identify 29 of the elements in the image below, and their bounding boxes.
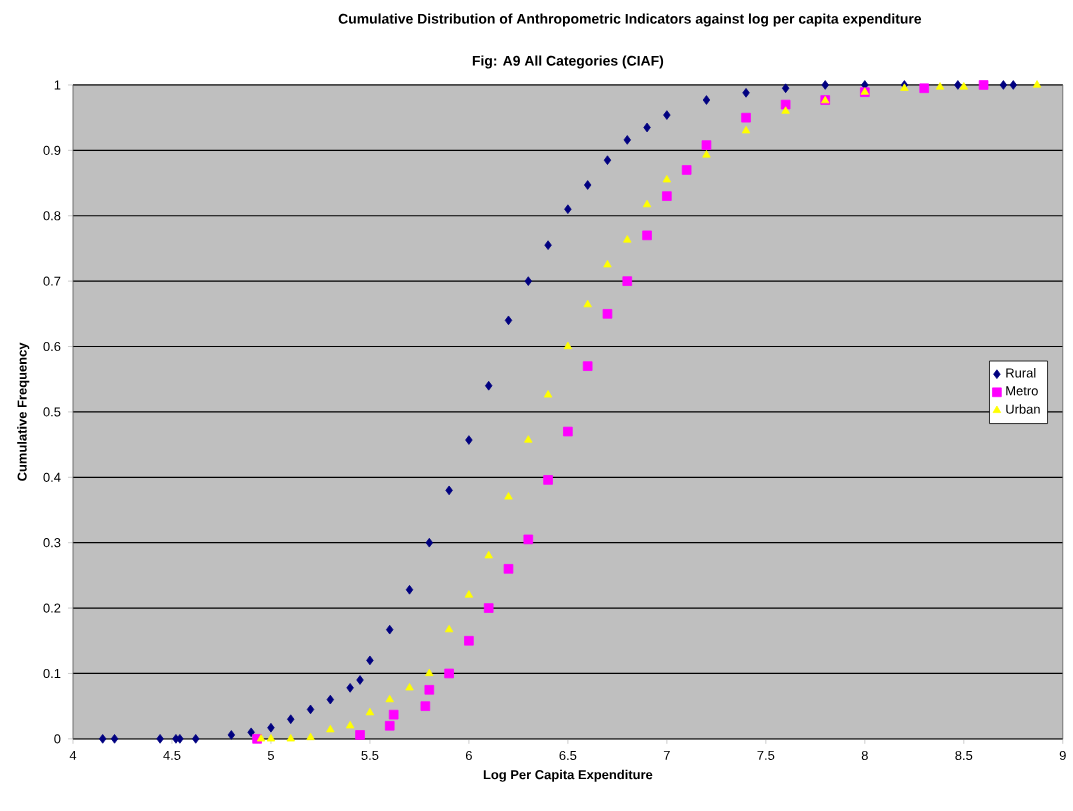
y-tick-label: 0.1: [43, 668, 61, 679]
y-tick-label: 0.2: [43, 603, 61, 613]
y-tick-label: 0.7: [43, 276, 61, 286]
legend-label: Metro: [1006, 386, 1038, 396]
x-tick-label: 4: [69, 750, 77, 760]
x-tick-label: 8.5: [955, 750, 973, 761]
x-tick-label: 9: [1059, 750, 1066, 761]
y-tick-label: 0: [54, 734, 61, 744]
y-tick-label: 0.8: [43, 211, 61, 221]
x-tick-label: 8: [861, 750, 868, 761]
legend-label: Urban: [1006, 404, 1040, 414]
chart-subtitle: Fig: A9 All Categories (CIAF): [472, 55, 664, 69]
y-axis-title: Cumulative Frequency: [17, 342, 30, 481]
chart-title: Cumulative Distribution of Anthropometric Indicators against log per capita expenditure: [338, 13, 922, 27]
x-tick-label: 5: [267, 750, 274, 760]
x-tick-label: 6.5: [559, 750, 577, 761]
y-tick-label: 0.3: [43, 538, 61, 548]
x-tick-label: 7.5: [757, 750, 775, 760]
y-tick-label: 0.9: [43, 145, 61, 156]
y-tick-label: 1: [54, 80, 61, 90]
y-tick-label: 0.5: [43, 407, 61, 417]
x-tick-label: 7: [663, 750, 670, 760]
x-tick-label: 6: [465, 750, 472, 761]
x-tick-label: 4.5: [163, 750, 181, 760]
legend-label: Rural: [1006, 368, 1036, 378]
y-tick-label: 0.6: [43, 342, 61, 352]
x-axis-title: Log Per Capita Expenditure: [483, 769, 653, 782]
y-tick-label: 0.4: [43, 472, 61, 482]
x-tick-label: 5.5: [361, 750, 379, 760]
